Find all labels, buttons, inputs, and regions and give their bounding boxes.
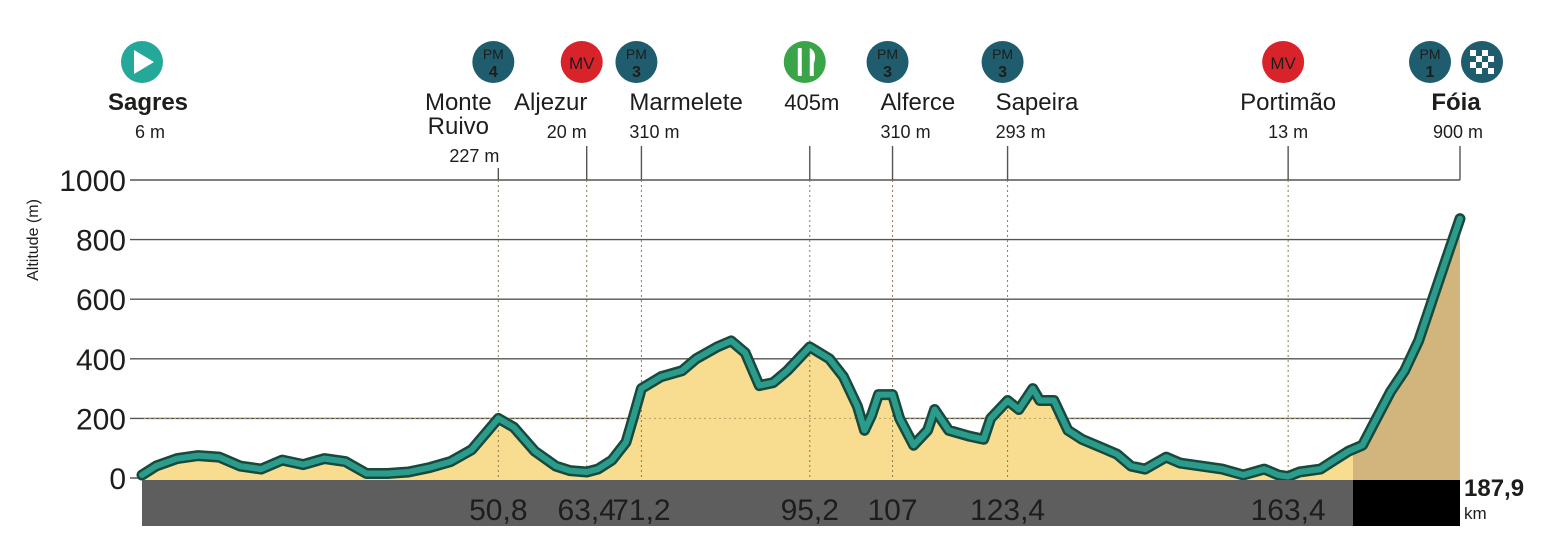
km-marker-label: 107	[868, 494, 918, 527]
y-tick-label: 600	[76, 284, 126, 317]
svg-text:3: 3	[632, 64, 641, 81]
distance-bar: 50,8 63,471,2 95,2 107 123,4 163,4 187,9	[142, 475, 1524, 527]
y-tick-label: 400	[76, 344, 126, 377]
waypoint-altitude: 293 m	[996, 122, 1046, 142]
y-tick-label: 200	[76, 403, 126, 436]
y-tick-label: 0	[109, 463, 126, 496]
svg-text:3: 3	[883, 64, 892, 81]
sprint-badge: MV	[1262, 41, 1305, 83]
svg-text:PM: PM	[1420, 46, 1441, 62]
total-distance-label: 187,9	[1464, 475, 1524, 502]
waypoint-name-line2: Ruivo	[428, 113, 489, 140]
feed-zone-altitude: 405m	[784, 90, 839, 115]
profile-line-group	[136, 213, 1466, 482]
distance-bar-main	[142, 480, 1353, 526]
svg-text:1: 1	[1426, 64, 1435, 81]
y-axis: 0 200 400 600 800 1000	[59, 165, 126, 496]
waypoint-name: Portimão	[1240, 89, 1336, 116]
y-tick-label: 1000	[59, 165, 126, 198]
waypoint-altitude: 227 m	[449, 146, 499, 166]
waypoint-altitude: 310 m	[881, 122, 931, 142]
waypoint-4: PM 3 Alferce 310 m	[866, 41, 956, 180]
mountain-prize-badge: PM 4	[472, 41, 515, 83]
sprint-badge: MV	[560, 41, 603, 83]
waypoint-name: Alferce	[881, 89, 956, 116]
svg-text:PM: PM	[626, 46, 647, 62]
waypoint-2: PM 3 Marmelete 310 m	[615, 41, 743, 180]
km-marker-label: 95,2	[781, 494, 839, 527]
waypoint-5: PM 3 Sapeira 293 m	[981, 41, 1079, 180]
y-axis-label: Altitude (m)	[25, 199, 42, 281]
mountain-prize-badge: PM 3	[866, 41, 909, 83]
km-marker-label: 123,4	[970, 494, 1045, 527]
finish-name: Fóia	[1431, 89, 1481, 116]
waypoint-altitude: 310 m	[629, 122, 679, 142]
feed-zone-icon	[783, 41, 826, 83]
waypoint-3: 405m	[783, 41, 839, 180]
waypoint-name: Marmelete	[629, 89, 742, 116]
svg-text:PM: PM	[992, 46, 1013, 62]
distance-unit: km	[1464, 504, 1487, 523]
start-arrow-icon	[121, 41, 163, 83]
svg-text:3: 3	[998, 64, 1007, 81]
checkered-flag-icon	[1461, 41, 1503, 83]
km-marker-label: 50,8	[469, 494, 527, 527]
y-tick-label: 800	[76, 225, 126, 258]
waypoint-name: Sapeira	[996, 89, 1079, 116]
mountain-prize-badge: PM 1	[1409, 41, 1451, 83]
start-altitude: 6 m	[135, 122, 165, 142]
profile-line	[139, 215, 1463, 480]
svg-text:4: 4	[489, 64, 498, 81]
waypoint-name: Aljezur	[514, 89, 587, 116]
profile-fill	[142, 218, 1460, 480]
km-marker-label: 63,4	[558, 494, 616, 527]
waypoint-altitude: 13 m	[1268, 122, 1308, 142]
start-name: Sagres	[108, 89, 188, 116]
mountain-prize-badge: PM 3	[615, 41, 658, 83]
svg-text:PM: PM	[877, 46, 898, 62]
distance-bar-final	[1353, 480, 1460, 526]
profile-area	[142, 180, 1460, 480]
finish-altitude: 900 m	[1433, 122, 1483, 142]
svg-text:PM: PM	[483, 46, 504, 62]
finish-marker: PM 1 Fóia 900 m	[1409, 41, 1503, 180]
waypoint-6: MV Portimão 13 m	[1240, 41, 1336, 180]
waypoint-1: MV Aljezur 20 m	[514, 41, 603, 180]
km-marker-label: 71,2	[612, 494, 670, 527]
start-marker: Sagres 6 m	[108, 41, 188, 142]
waypoint-altitude: 20 m	[547, 122, 587, 142]
waypoint-name: Monte	[425, 89, 492, 116]
km-marker-label: 163,4	[1251, 494, 1326, 527]
svg-text:MV: MV	[1270, 54, 1296, 73]
svg-text:MV: MV	[569, 54, 595, 73]
mountain-prize-badge: PM 3	[981, 41, 1024, 83]
